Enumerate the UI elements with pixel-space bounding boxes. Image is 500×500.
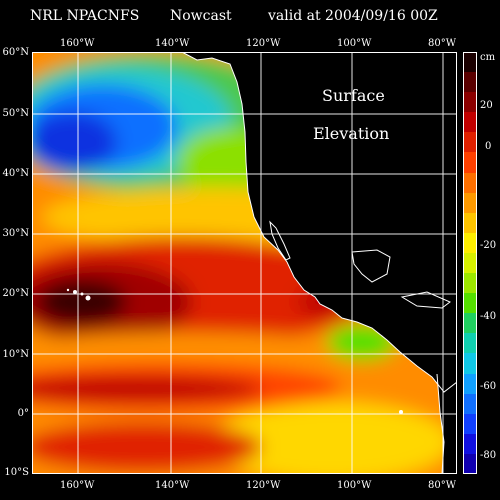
colorbar-swatch — [463, 112, 477, 133]
colorbar-swatch — [463, 273, 477, 294]
sea-surface-elevation-map — [32, 52, 457, 474]
annotation-elevation: Elevation — [313, 124, 390, 143]
colorbar-swatch — [463, 333, 477, 354]
colorbar-swatch — [463, 212, 477, 234]
y-tick-0: 0° — [17, 408, 29, 419]
map-frame — [32, 52, 457, 474]
annotation-surface: Surface — [322, 86, 385, 105]
colorbar-tick-0: 0 — [485, 141, 492, 152]
graticule — [32, 52, 457, 474]
colorbar-swatch — [463, 293, 477, 314]
colorbar-swatch — [463, 252, 477, 274]
x-tick-140w: 140°W — [155, 38, 190, 49]
x-tick-100w: 100°W — [337, 38, 372, 49]
colorbar-tick-minus60: -60 — [480, 381, 497, 392]
x-tick-160w-bottom: 160°W — [60, 480, 95, 491]
colorbar-swatch — [463, 433, 477, 455]
north-america-land — [182, 52, 457, 392]
baja-california — [270, 222, 290, 260]
y-tick-40n: 40°N — [2, 168, 29, 179]
colorbar — [463, 52, 477, 475]
colorbar-swatch — [463, 192, 477, 214]
product-title: NRL NPACNFS — [30, 8, 140, 24]
colorbar-swatch — [463, 232, 477, 254]
coastline — [181, 52, 457, 393]
colorbar-swatch — [463, 132, 477, 153]
gulf-coastline — [351, 249, 451, 309]
x-tick-120w: 120°W — [246, 38, 281, 49]
colorbar-tick-minus80: -80 — [480, 450, 497, 461]
colorbar-tick-20: 20 — [480, 100, 493, 111]
x-tick-80w: 80°W — [428, 38, 457, 49]
colorbar-swatch — [463, 92, 477, 113]
x-tick-80w-bottom: 80°W — [428, 480, 457, 491]
y-tick-20n: 20°N — [2, 288, 29, 299]
hawaii-islands — [66, 288, 91, 301]
x-tick-120w-bottom: 120°W — [246, 480, 281, 491]
colorbar-swatch — [463, 413, 477, 435]
galapagos — [399, 410, 403, 414]
y-tick-30n: 30°N — [2, 228, 29, 239]
colorbar-swatch — [463, 373, 477, 395]
colorbar-swatch — [463, 313, 477, 334]
colorbar-tick-minus40: -40 — [480, 311, 497, 322]
colorbar-frame — [463, 52, 477, 474]
colorbar-tick-minus20: -20 — [480, 240, 497, 251]
y-tick-50n: 50°N — [2, 108, 29, 119]
colorbar-swatch — [463, 393, 477, 415]
x-tick-160w: 160°W — [60, 38, 95, 49]
x-tick-100w-bottom: 100°W — [337, 480, 372, 491]
colorbar-swatch — [463, 172, 477, 194]
y-tick-10s: 10°S — [4, 467, 29, 478]
colorbar-swatch — [463, 353, 477, 375]
baja-coastline — [269, 220, 291, 261]
colorbar-unit: cm — [480, 52, 496, 63]
y-tick-60n: 60°N — [2, 47, 29, 58]
south-america-land — [437, 370, 457, 474]
valid-time: valid at 2004/09/16 00Z — [268, 8, 438, 24]
x-tick-140w-bottom: 140°W — [155, 480, 190, 491]
colorbar-swatch — [463, 152, 477, 174]
colorbar-swatch — [463, 453, 477, 475]
forecast-type: Nowcast — [170, 8, 232, 24]
y-tick-10n: 10°N — [2, 349, 29, 360]
colorbar-swatch — [463, 52, 477, 73]
colorbar-swatch — [463, 72, 477, 93]
